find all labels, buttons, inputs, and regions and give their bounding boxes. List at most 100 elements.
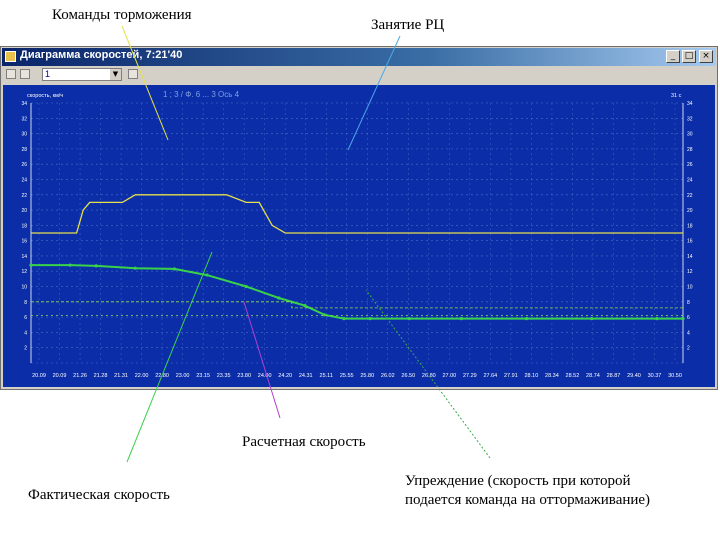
y-tick-label-right: 30 (687, 132, 693, 138)
annotation-calc-speed: Расчетная скорость (242, 434, 366, 450)
y-tick-label-right: 28 (687, 147, 693, 153)
y-tick-label-left: 2 (24, 346, 27, 352)
x-tick-label: 30.37 (648, 373, 662, 379)
x-tick-label: 23.15 (196, 373, 210, 379)
window-time: 7:21'40 (145, 49, 183, 61)
y-tick-label-left: 20 (21, 208, 27, 214)
y-tick-label-right: 26 (687, 162, 693, 168)
y-tick-label-right: 32 (687, 116, 693, 122)
actual-speed-point (524, 317, 529, 321)
actual-speed-point (655, 317, 659, 321)
actual-speed-point (342, 317, 346, 321)
y-tick-label-left: 18 (21, 223, 27, 229)
y-tick-label-right: 12 (687, 269, 693, 275)
x-tick-label: 20.09 (53, 373, 67, 379)
x-tick-label: 30.50 (668, 373, 682, 379)
x-tick-label: 26.80 (422, 373, 436, 379)
x-tick-label: 28.34 (545, 373, 559, 379)
y-tick-label-left: 8 (24, 300, 27, 306)
annotation-actual-speed: Фактическая скорость (28, 487, 170, 503)
speed-diagram-window: Диаграмма скоростей, 7:21'40 _ □ × 1 ▼ 2… (0, 46, 718, 390)
x-tick-label: 25.80 (360, 373, 374, 379)
y-tick-label-right: 18 (687, 223, 693, 229)
y-tick-label-left: 10 (21, 285, 27, 291)
y-tick-label-right: 10 (687, 285, 693, 291)
speed-plot: 20.09 20.09 21.26 21.28 21.31 22.00 22.80 23.00… (3, 85, 715, 387)
y-tick-label-right: 24 (687, 177, 693, 183)
minimize-button[interactable]: _ (666, 50, 680, 63)
actual-speed-point (29, 263, 33, 267)
x-tick-label: 24.31 (299, 373, 313, 379)
title-bar[interactable]: Диаграмма скоростей, 7:21'40 _ □ × (2, 48, 716, 66)
actual-speed-point (68, 263, 72, 267)
annotation-route-occupation: Занятие РЦ (371, 17, 445, 33)
y-tick-label-left: 24 (21, 177, 27, 183)
actual-speed-point (172, 267, 177, 271)
page-icon[interactable] (20, 69, 30, 79)
x-tick-label: 25.55 (340, 373, 354, 379)
y-tick-label-right: 22 (687, 193, 693, 199)
actual-speed-point (459, 317, 463, 321)
maximize-button[interactable]: □ (682, 50, 696, 63)
x-tick-label: 26.50 (401, 373, 415, 379)
x-tick-label: 26.02 (381, 373, 395, 379)
x-tick-label: 29.40 (627, 373, 641, 379)
chevron-down-icon[interactable]: ▼ (110, 69, 121, 80)
annotation-advance: Упреждение (скорость при которой подаетс… (405, 473, 651, 508)
y-tick-label-left: 30 (21, 132, 27, 138)
x-tick-label: 23.80 (237, 373, 251, 379)
track-select[interactable]: 1 ▼ (42, 68, 122, 81)
actual-speed-point (303, 304, 307, 308)
actual-speed-point (590, 317, 594, 321)
actual-speed-point (277, 296, 281, 300)
y-tick-label-left: 4 (24, 330, 27, 336)
app-icon (5, 51, 16, 62)
track-select-value: 1 (45, 69, 51, 79)
x-tick-label: 20.09 (32, 373, 46, 379)
x-tick-label: 28.52 (566, 373, 580, 379)
y-tick-label-right: 14 (687, 254, 693, 260)
window-title: Диаграмма скоростей, 7:21'40 (20, 49, 183, 61)
y-tick-label-left: 28 (21, 147, 27, 153)
y-tick-label-right: 6 (687, 315, 690, 321)
series-calc-speed (31, 301, 683, 309)
x-tick-label: 27.00 (442, 373, 456, 379)
plot-header: 1 ; 3 / Ф. 6 ... 3 Ось 4 (163, 90, 240, 99)
x-tick-label: 27.29 (463, 373, 477, 379)
x-tick-label: 23.35 (217, 373, 231, 379)
x-tick-label: 25.11 (320, 373, 333, 379)
x-tick-label: 23.00 (176, 373, 190, 379)
y-tick-label-left: 12 (21, 269, 27, 275)
y-tick-label-right: 2 (687, 346, 690, 352)
actual-speed-point (205, 273, 209, 277)
close-button[interactable]: × (699, 50, 713, 63)
y-tick-label-left: 14 (21, 254, 27, 260)
y-tick-label-left: 26 (21, 162, 27, 168)
pencil-icon[interactable] (6, 69, 16, 79)
actual-speed-point (94, 264, 98, 268)
x-tick-label: 27.64 (483, 373, 497, 379)
x-tick-label: 21.28 (94, 373, 108, 379)
speed-chart-svg: 20.09 20.09 21.26 21.28 21.31 22.00 22.80 23.00… (21, 90, 693, 379)
y-axis-label: скорость, км/ч (27, 93, 63, 99)
y-tick-label-left: 34 (21, 101, 27, 107)
actual-speed-point (368, 317, 372, 321)
x-tick-label: 21.26 (73, 373, 87, 379)
x-tick-label: 24.00 (258, 373, 272, 379)
actual-speed-point (322, 313, 326, 317)
x-tick-label: 28.10 (525, 373, 539, 379)
annotation-brake-commands: Команды торможения (52, 7, 192, 23)
y-tick-label-right: 16 (687, 239, 693, 245)
y-tick-label-left: 32 (21, 116, 27, 122)
y-tick-label-right: 34 (687, 101, 693, 107)
y-tick-label-left: 22 (21, 193, 27, 199)
y-tick-label-right: 8 (687, 300, 690, 306)
x-tick-label: 22.80 (155, 373, 169, 379)
series-brake-commands (31, 194, 683, 234)
actual-speed-point (407, 317, 411, 321)
y-tick-label-left: 16 (21, 239, 27, 245)
x-tick-label: 27.91 (504, 373, 518, 379)
close-small-icon[interactable] (128, 69, 138, 79)
actual-speed-point (133, 266, 137, 270)
x-tick-label: 28.87 (607, 373, 621, 379)
